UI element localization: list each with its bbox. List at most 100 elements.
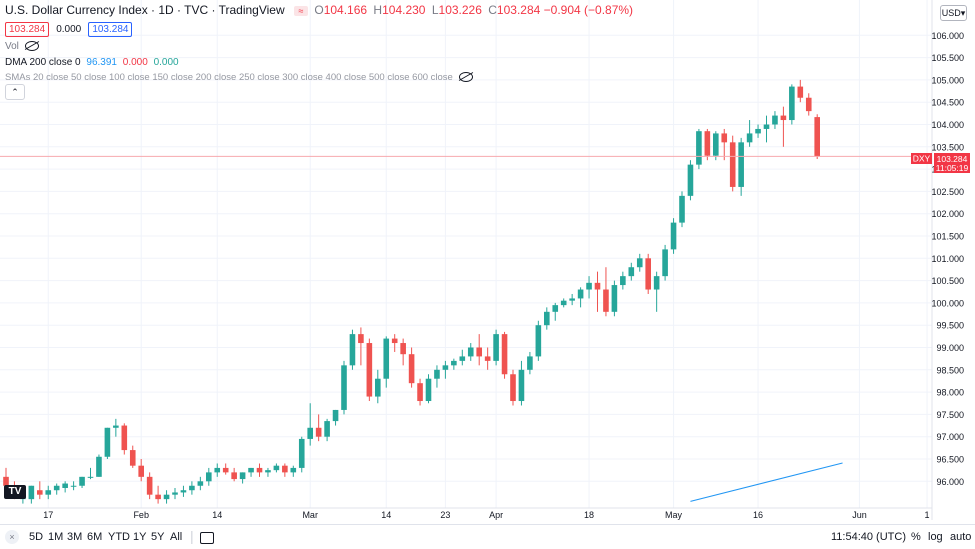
candle-up[interactable]: [180, 485, 187, 497]
candle-up[interactable]: [687, 160, 694, 201]
sma-legend[interactable]: SMAs 20 close 50 close 100 close 150 clo…: [5, 72, 473, 83]
candle-up[interactable]: [172, 487, 178, 500]
candle-up[interactable]: [383, 336, 390, 388]
bid-badge[interactable]: 103.284: [5, 22, 50, 37]
candle-up[interactable]: [586, 276, 592, 299]
symbol-title[interactable]: U.S. Dollar Currency Index · 1D · TVC · …: [5, 3, 285, 17]
range-1y[interactable]: 1Y: [133, 531, 147, 543]
candle-down[interactable]: [256, 463, 263, 477]
candle-down[interactable]: [146, 472, 153, 500]
candle-up[interactable]: [197, 476, 204, 491]
candle-up[interactable]: [738, 137, 744, 196]
collapse-legend-button[interactable]: ⌃: [5, 84, 25, 100]
candle-down[interactable]: [358, 327, 364, 366]
candle-down[interactable]: [501, 331, 508, 379]
candle-up[interactable]: [79, 476, 85, 488]
candle-up[interactable]: [45, 485, 52, 500]
range-5y[interactable]: 5Y: [151, 531, 165, 543]
candle-down[interactable]: [704, 128, 711, 161]
candle-up[interactable]: [560, 298, 567, 308]
candle-down[interactable]: [814, 114, 820, 160]
candle-up[interactable]: [620, 271, 626, 290]
range-ytd[interactable]: YTD: [108, 531, 130, 543]
candle-down[interactable]: [417, 378, 423, 406]
candle-up[interactable]: [239, 472, 246, 484]
auto-toggle[interactable]: auto: [950, 531, 972, 543]
candle-down[interactable]: [121, 423, 128, 455]
candle-up[interactable]: [653, 271, 660, 312]
percent-toggle[interactable]: %: [911, 531, 921, 543]
candle-up[interactable]: [679, 191, 685, 228]
range-all[interactable]: All: [170, 531, 183, 543]
candle-up[interactable]: [763, 115, 770, 143]
candle-up[interactable]: [544, 307, 550, 330]
candle-up[interactable]: [577, 287, 584, 308]
candle-down[interactable]: [805, 93, 812, 116]
candle-down[interactable]: [594, 271, 601, 312]
candle-up[interactable]: [670, 218, 677, 254]
candle-up[interactable]: [214, 463, 221, 477]
candle-up[interactable]: [332, 409, 339, 426]
price-axis[interactable]: 106.000 105.500 105.000 104.500 104.000 103.5…: [931, 31, 964, 487]
candle-up[interactable]: [70, 481, 77, 491]
candle-down[interactable]: [129, 445, 136, 468]
candle-down[interactable]: [797, 79, 804, 103]
candle-down[interactable]: [484, 347, 491, 370]
candle-up[interactable]: [713, 131, 719, 161]
candle-up[interactable]: [298, 436, 305, 473]
candle-down[interactable]: [222, 463, 229, 475]
candle-down[interactable]: [155, 485, 161, 504]
range-3m[interactable]: 3M: [67, 531, 83, 543]
candle-down[interactable]: [37, 481, 43, 500]
candle-down[interactable]: [391, 334, 398, 352]
candle-up[interactable]: [206, 467, 212, 486]
candle-up[interactable]: [434, 365, 440, 388]
candle-up[interactable]: [789, 84, 795, 125]
candle-down[interactable]: [645, 253, 651, 294]
log-toggle[interactable]: log: [928, 531, 943, 543]
candle-down[interactable]: [366, 338, 373, 402]
candle-up[interactable]: [265, 467, 271, 477]
candle-up[interactable]: [696, 128, 702, 170]
candle-up[interactable]: [535, 320, 542, 361]
hidden-eye-icon[interactable]: [24, 41, 39, 52]
candle-up[interactable]: [53, 483, 60, 495]
candle-down[interactable]: [400, 338, 406, 366]
candle-down[interactable]: [138, 459, 144, 482]
candle-down[interactable]: [476, 334, 482, 366]
candle-down[interactable]: [282, 463, 288, 477]
candle-down[interactable]: [721, 128, 728, 161]
candle-down[interactable]: [231, 467, 237, 482]
candle-down[interactable]: [603, 267, 609, 317]
vol-legend[interactable]: Vol: [5, 41, 39, 52]
candle-down[interactable]: [510, 369, 516, 406]
candle-up[interactable]: [163, 490, 170, 504]
candle-down[interactable]: [408, 347, 415, 388]
time-axis[interactable]: 17 Feb 14 Mar 14 23 Apr 18 May 16 Jun 1: [43, 510, 929, 520]
candle-up[interactable]: [96, 454, 102, 477]
dma-legend[interactable]: DMA 200 close 0 96.391 0.000 0.000: [5, 57, 179, 68]
candle-up[interactable]: [375, 369, 381, 404]
candle-up[interactable]: [451, 358, 457, 370]
candle-up[interactable]: [636, 253, 643, 272]
ask-badge[interactable]: 103.284: [88, 22, 133, 37]
candle-up[interactable]: [349, 329, 356, 370]
date-range-icon[interactable]: [200, 532, 214, 544]
candle-up[interactable]: [493, 329, 499, 366]
candle-up[interactable]: [662, 244, 668, 281]
candle-up[interactable]: [518, 360, 525, 406]
sma-hidden-eye-icon[interactable]: [458, 72, 473, 83]
tradingview-logo[interactable]: TV: [4, 485, 26, 499]
candle-up[interactable]: [459, 349, 466, 366]
candle-up[interactable]: [772, 111, 778, 129]
candle-up[interactable]: [527, 351, 533, 375]
candle-up[interactable]: [324, 418, 330, 442]
candle-up[interactable]: [307, 403, 313, 446]
range-5d[interactable]: 5D: [29, 531, 44, 543]
candle-up[interactable]: [569, 293, 575, 306]
candle-up[interactable]: [611, 280, 618, 317]
currency-select[interactable]: USD▾: [940, 5, 967, 21]
range-6m[interactable]: 6M: [87, 531, 103, 543]
range-1m[interactable]: 1M: [48, 531, 64, 543]
